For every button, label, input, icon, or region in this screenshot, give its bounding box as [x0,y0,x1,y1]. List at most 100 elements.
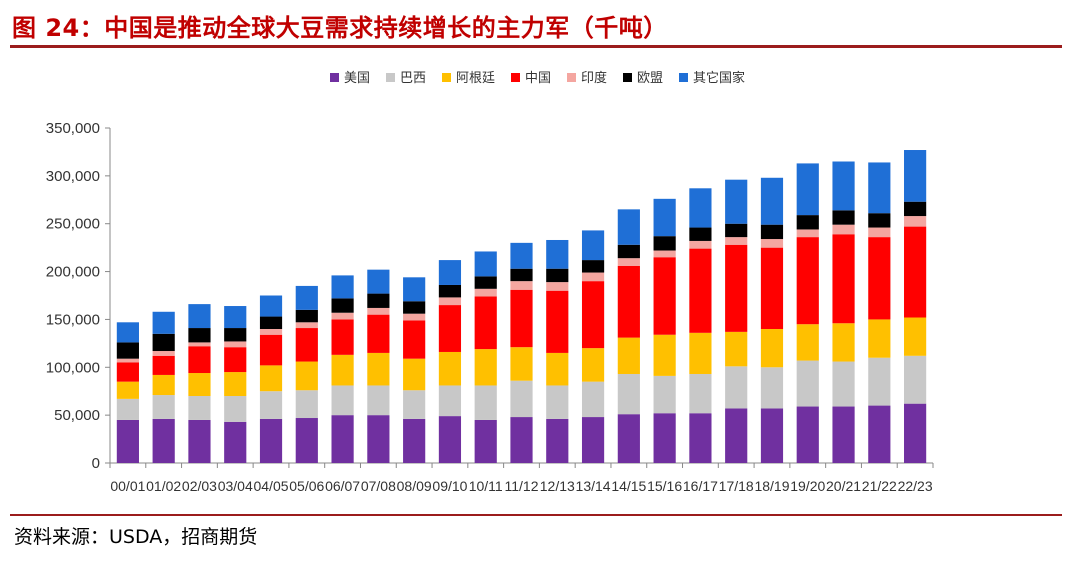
x-tick-label: 11/12 [505,478,539,494]
legend-label: 印度 [581,70,607,86]
bar-segment [152,418,175,463]
bar-segment [259,418,283,463]
x-tick-label: 05/06 [289,478,324,494]
y-tick-label: 350,000 [46,120,100,137]
bar-segment [188,342,211,347]
bar-segment [868,162,891,214]
bar-segment [510,380,533,418]
bar-segment [331,298,354,313]
bar-segment [832,161,855,211]
stacked-bar-chart: 美国 巴西 阿根廷 中国 印度 欧盟 其它国家 0 50,000 100,000 150,000 2… [46,70,934,494]
bar-segment [438,416,462,463]
bar-segment [653,413,676,463]
bar-segment [653,334,676,376]
y-tick-label: 250,000 [46,216,100,233]
bar-segment [725,408,748,463]
x-tick-label: 19/20 [790,478,825,494]
x-tick-label: 16/17 [683,478,718,494]
legend-swatch [330,73,339,82]
y-tick-label: 200,000 [46,264,100,281]
bar-segment [581,417,605,463]
bar-segment [796,324,819,361]
bar-segment [904,150,927,202]
bar-segment [331,312,354,320]
x-tick-label: 07/08 [361,478,396,494]
bar-segment [796,215,819,230]
x-tick-label: 02/03 [182,478,217,494]
bar-segment [367,269,390,294]
bar-segment [295,390,318,419]
bar-segment [581,348,605,382]
bar-segment [188,396,211,420]
bar-segment [689,248,712,333]
bar-segment [581,260,605,273]
chart-legend: 美国 巴西 阿根廷 中国 印度 欧盟 其它国家 [330,70,745,86]
source-divider [10,514,1062,516]
bar-segment [653,236,676,251]
bar-segment [403,320,426,359]
bar-segment [438,351,462,386]
bar-segment [796,406,819,463]
x-tick-label: 21/22 [862,478,897,494]
bar-segment [403,418,426,463]
bar-segment [403,358,426,391]
bar-segment [760,408,784,463]
bar-segment [331,415,354,463]
bar-segment [116,362,139,382]
bar-segment [188,419,211,463]
bar-segment [438,385,462,417]
bar-segment [689,227,712,241]
bar-segment [331,354,354,386]
bar-segment [760,177,784,225]
bar-segment [367,352,390,386]
bar-segment [689,373,712,414]
legend-swatch [679,73,688,82]
bar-segment [904,216,927,227]
bar-segment [546,239,569,269]
bar-segment [725,366,748,409]
bar-segment [904,317,927,356]
bar-segment [152,333,175,352]
bar-segment [510,347,533,381]
bar-segment [832,210,855,225]
bar-segment [904,403,927,463]
bar-segment [868,319,891,358]
bar-segment [403,390,426,419]
bar-segment [367,307,390,315]
bar-segment [116,342,139,359]
y-tick-label: 100,000 [46,359,100,376]
bar-segment [188,346,211,374]
bar-segment [510,289,533,348]
bar-segment [832,234,855,324]
bar-segment [725,179,748,224]
x-tick-label: 15/16 [647,478,682,494]
bar-segment [617,209,640,245]
x-tick-label: 13/14 [576,478,611,494]
bar-segment [617,258,640,266]
bar-segment [796,229,819,238]
bar-segment [367,385,390,416]
bar-segment [868,227,891,238]
bar-segment [367,293,390,308]
bar-segment [438,284,462,298]
bar-segment [904,201,927,217]
bar-segment [510,268,533,282]
bar-segment [259,365,283,392]
bar-segment [653,257,676,335]
bar-segment [581,281,605,349]
x-tick-label: 12/13 [540,478,575,494]
bar-segment [474,276,497,289]
y-tick-label: 50,000 [54,407,100,424]
bar-segment [259,329,283,335]
bar-segment [653,198,676,237]
figure-title: 图 24：中国是推动全球大豆需求持续增长的主力军（千吨） [12,14,668,42]
title-divider [10,45,1062,48]
legend-label: 中国 [525,71,551,86]
bar-segment [796,237,819,325]
x-axis: 00/01 01/02 02/03 03/04 04/05 05/06 06/07 07/08… [109,462,934,494]
bar-segment [152,355,175,375]
bar-segment [474,385,497,420]
bar-segment [725,223,748,238]
x-tick-label: 09/10 [432,478,467,494]
bar-segment [474,419,497,463]
